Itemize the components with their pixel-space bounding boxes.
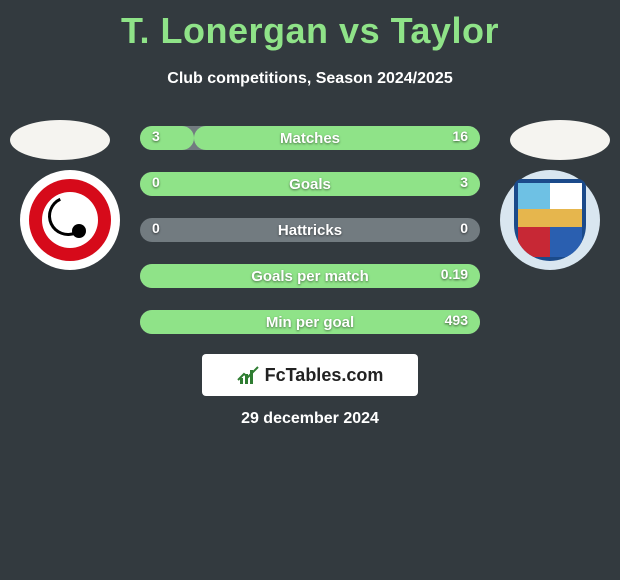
stat-label: Goals [289,176,331,193]
stat-value-right: 0.19 [441,266,468,282]
stat-row: Min per goal 493 [140,310,480,334]
stat-label: Goals per match [251,268,369,285]
stat-row: Goals per match 0.19 [140,264,480,288]
right-club-badge [500,170,600,270]
chart-icon [237,366,259,384]
stat-value-left: 0 [152,220,160,236]
stat-value-right: 16 [452,128,468,144]
stat-label: Min per goal [266,314,354,331]
comparison-title: T. Lonergan vs Taylor [0,0,620,52]
stat-row: 3 Matches 16 [140,126,480,150]
left-club-badge [20,170,120,270]
branding-text: FcTables.com [265,365,384,386]
left-player-placeholder [10,120,110,160]
stat-value-right: 0 [460,220,468,236]
stat-value-right: 3 [460,174,468,190]
stat-row: 0 Hattricks 0 [140,218,480,242]
footer-date: 29 december 2024 [0,410,620,428]
branding-box: FcTables.com [202,354,418,396]
stat-value-right: 493 [445,312,468,328]
stat-row: 0 Goals 3 [140,172,480,196]
stat-fill-left [140,126,194,150]
stats-container: 3 Matches 16 0 Goals 3 0 Hattricks 0 Goals per ma… [140,126,480,356]
right-player-placeholder [510,120,610,160]
comparison-subtitle: Club competitions, Season 2024/2025 [0,70,620,88]
stat-label: Matches [280,130,340,147]
stat-value-left: 3 [152,128,160,144]
stat-label: Hattricks [278,222,342,239]
stat-value-left: 0 [152,174,160,190]
